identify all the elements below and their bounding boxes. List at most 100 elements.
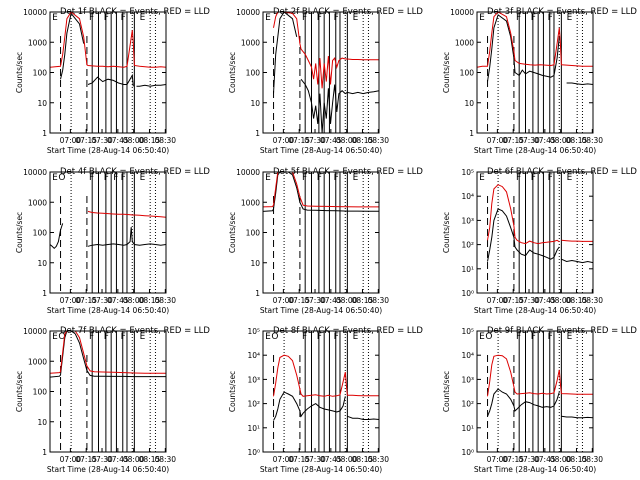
x-tick-label: 07:00 xyxy=(487,455,509,464)
y-tick-label: 100 xyxy=(246,69,261,78)
y-tick-label: 10⁰ xyxy=(247,448,260,457)
events-series-line xyxy=(262,171,379,212)
lld-series-line xyxy=(49,330,166,374)
x-tick-label: 07:45 xyxy=(107,455,129,464)
y-tick-label: 10000 xyxy=(23,168,47,177)
x-tick-label: 07:30 xyxy=(304,136,326,145)
y-tick-label: 10⁴ xyxy=(247,351,260,360)
x-tick-label: 08:30 xyxy=(154,296,176,305)
interval-flag: F xyxy=(548,332,553,342)
x-axis-label: Start Time (28-Aug-14 06:50:40) xyxy=(260,465,382,474)
interval-flag: F xyxy=(548,173,553,183)
y-tick-label: 10 xyxy=(37,418,47,427)
x-tick-label: 07:00 xyxy=(273,296,295,305)
x-tick-label: 07:00 xyxy=(487,136,509,145)
interval-flag: F xyxy=(302,13,307,23)
interval-flag: F xyxy=(516,332,521,342)
x-tick-label: 08:30 xyxy=(367,455,389,464)
x-tick-label: 07:45 xyxy=(107,296,129,305)
x-tick-label: 08:00 xyxy=(123,455,145,464)
interval-flag: E xyxy=(140,173,146,183)
plot-frame xyxy=(476,171,594,294)
plot-frame xyxy=(49,171,167,294)
y-axis-label: Counts/sec xyxy=(15,52,24,93)
x-tick-label: 08:15 xyxy=(352,455,374,464)
lld-series-line xyxy=(262,171,379,208)
interval-flag: F xyxy=(317,173,322,183)
x-tick-label: 07:30 xyxy=(518,455,540,464)
events-series-line xyxy=(487,388,594,419)
x-tick-label: 08:15 xyxy=(139,136,161,145)
y-tick-label: 10 xyxy=(37,99,47,108)
events-series-line xyxy=(487,14,594,86)
x-tick-label: 08:30 xyxy=(154,455,176,464)
y-tick-label: 10⁵ xyxy=(247,327,260,336)
lld-series-line xyxy=(87,210,167,218)
y-tick-label: 10² xyxy=(461,241,474,250)
x-tick-label: 08:15 xyxy=(139,296,161,305)
y-tick-label: 10 xyxy=(250,259,260,268)
x-axis-label: Start Time (28-Aug-14 06:50:40) xyxy=(260,146,382,155)
interval-flag: F xyxy=(302,173,307,183)
y-tick-label: 10² xyxy=(247,400,260,409)
y-tick-label: 1000 xyxy=(241,38,260,47)
y-tick-label: 100 xyxy=(33,229,48,238)
x-tick-label: 07:15 xyxy=(288,296,310,305)
y-tick-label: 10000 xyxy=(23,327,47,336)
y-tick-label: 10⁴ xyxy=(461,192,474,201)
y-tick-label: 10² xyxy=(461,400,474,409)
plot-frame xyxy=(262,330,380,453)
lld-series-line xyxy=(487,184,593,245)
x-axis-label: Start Time (28-Aug-14 06:50:40) xyxy=(47,306,169,315)
x-tick-label: 08:15 xyxy=(352,136,374,145)
x-tick-label: 07:30 xyxy=(91,455,113,464)
interval-flag: E xyxy=(479,13,485,23)
interval-flag: O xyxy=(271,332,278,342)
interval-flag: E xyxy=(52,173,58,183)
y-tick-label: 10 xyxy=(250,99,260,108)
y-axis-label: Counts/sec xyxy=(228,212,237,253)
interval-flag: E xyxy=(353,13,359,23)
interval-flag: F xyxy=(113,173,118,183)
x-tick-label: 07:15 xyxy=(502,296,524,305)
y-tick-label: 10 xyxy=(37,259,47,268)
lld-series-line xyxy=(476,11,593,68)
x-tick-label: 07:45 xyxy=(534,455,556,464)
lld-series-line xyxy=(487,354,593,397)
interval-flag: E xyxy=(140,13,146,23)
interval-flag: E xyxy=(353,173,359,183)
x-tick-label: 08:30 xyxy=(154,136,176,145)
x-tick-label: 07:30 xyxy=(91,136,113,145)
interval-flag: F xyxy=(104,173,109,183)
y-tick-label: 1000 xyxy=(455,38,474,47)
x-tick-label: 07:00 xyxy=(487,296,509,305)
interval-flag: E xyxy=(140,332,146,342)
interval-flag: O xyxy=(58,332,65,342)
interval-flag: F xyxy=(104,332,109,342)
x-tick-label: 07:30 xyxy=(304,296,326,305)
x-tick-label: 07:00 xyxy=(273,455,295,464)
x-tick-label: 07:45 xyxy=(320,296,342,305)
y-tick-label: 1000 xyxy=(241,198,260,207)
events-series-line xyxy=(487,208,594,264)
x-tick-label: 08:15 xyxy=(566,136,588,145)
interval-flag: F xyxy=(334,13,339,23)
x-tick-label: 07:15 xyxy=(75,296,97,305)
events-series-line xyxy=(273,11,380,134)
y-tick-label: 10⁰ xyxy=(461,289,474,298)
plot-frame xyxy=(49,330,167,453)
x-tick-label: 07:15 xyxy=(502,136,524,145)
x-axis-label: Start Time (28-Aug-14 06:50:40) xyxy=(260,306,382,315)
y-tick-label: 10⁵ xyxy=(461,327,474,336)
y-tick-label: 10⁴ xyxy=(461,351,474,360)
interval-flag: E xyxy=(265,332,271,342)
x-axis-label: Start Time (28-Aug-14 06:50:40) xyxy=(474,465,596,474)
x-tick-label: 08:15 xyxy=(352,296,374,305)
